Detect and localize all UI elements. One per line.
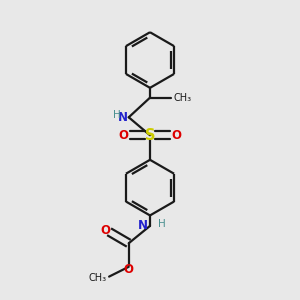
- Text: N: N: [118, 111, 128, 124]
- Text: O: O: [124, 262, 134, 276]
- Text: N: N: [138, 219, 148, 232]
- Text: CH₃: CH₃: [88, 273, 106, 283]
- Text: O: O: [171, 129, 181, 142]
- Text: H: H: [113, 110, 121, 120]
- Text: S: S: [145, 128, 155, 143]
- Text: O: O: [100, 224, 110, 237]
- Text: CH₃: CH₃: [174, 93, 192, 103]
- Text: O: O: [119, 129, 129, 142]
- Text: H: H: [158, 219, 166, 229]
